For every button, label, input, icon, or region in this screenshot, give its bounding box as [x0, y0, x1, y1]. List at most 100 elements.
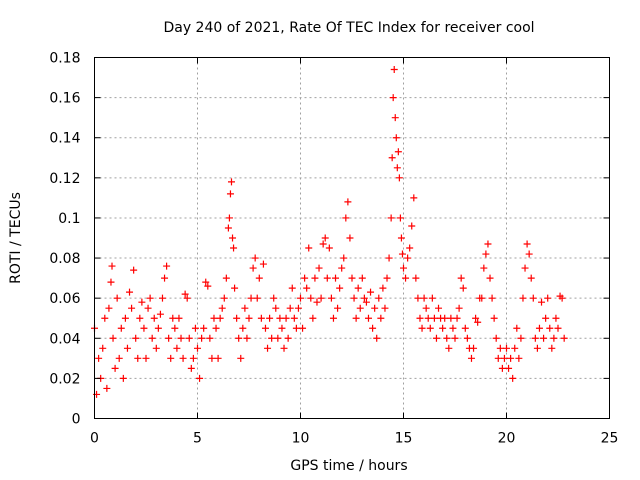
data-point: [257, 314, 265, 322]
data-point: [138, 298, 146, 306]
data-point: [107, 278, 115, 286]
data-point: [319, 240, 327, 248]
data-point: [111, 364, 119, 372]
data-point: [527, 274, 535, 282]
data-point: [233, 314, 241, 322]
data-point: [390, 66, 398, 74]
data-point: [467, 354, 475, 362]
data-point: [443, 334, 451, 342]
data-point: [375, 294, 383, 302]
data-point: [270, 294, 278, 302]
data-point: [323, 274, 331, 282]
data-point: [542, 314, 550, 322]
data-point: [261, 324, 269, 332]
data-point: [173, 344, 181, 352]
data-point: [210, 314, 218, 322]
data-point: [121, 314, 129, 322]
data-point: [362, 298, 370, 306]
data-point: [212, 324, 220, 332]
data-point: [158, 294, 166, 302]
y-tick-label: 0.08: [49, 251, 80, 267]
y-tick-labels: 0 0.02 0.04 0.06 0.08 0.1 0.12 0.14 0.16 0.18: [49, 51, 80, 428]
data-point: [486, 274, 494, 282]
data-point: [177, 334, 185, 342]
data-point: [185, 334, 193, 342]
data-point: [472, 314, 480, 322]
data-point: [515, 354, 523, 362]
data-point: [230, 244, 238, 252]
data-point: [393, 164, 401, 172]
data-point: [408, 222, 416, 230]
data-point: [523, 240, 531, 248]
data-point: [109, 334, 117, 342]
data-point: [255, 274, 263, 282]
data-point: [140, 324, 148, 332]
y-tick-label: 0.18: [49, 51, 80, 67]
data-point: [470, 344, 478, 352]
data-point: [274, 334, 282, 342]
data-point: [517, 334, 525, 342]
data-point: [406, 244, 414, 252]
data-point: [305, 244, 313, 252]
data-point: [548, 344, 556, 352]
data-point: [189, 354, 197, 362]
data-point: [395, 174, 403, 182]
y-tick-label: 0.12: [49, 171, 80, 187]
y-tick-label: 0.16: [49, 91, 80, 107]
data-point: [344, 198, 352, 206]
chart-title: Day 240 of 2021, Rate Of TEC Index for r…: [163, 20, 534, 36]
data-point: [387, 214, 395, 222]
data-point: [123, 344, 131, 352]
data-point: [152, 344, 160, 352]
data-point: [290, 314, 298, 322]
x-axis-title: GPS time / hours: [290, 458, 407, 474]
data-point: [134, 354, 142, 362]
y-tick-label: 0: [72, 412, 81, 428]
data-point: [206, 334, 214, 342]
data-point: [202, 278, 210, 286]
data-point: [507, 354, 515, 362]
data-point: [358, 274, 366, 282]
data-point: [148, 334, 156, 342]
data-point: [410, 194, 418, 202]
data-point: [218, 304, 226, 312]
data-point: [108, 262, 116, 270]
data-point: [167, 354, 175, 362]
data-points-layer: [91, 66, 568, 398]
data-point: [301, 274, 309, 282]
data-point: [554, 324, 562, 332]
data-point: [334, 304, 342, 312]
data-point: [391, 114, 399, 122]
data-point: [521, 264, 529, 272]
data-point: [439, 324, 447, 332]
data-point: [540, 334, 548, 342]
data-point: [484, 240, 492, 248]
data-point: [266, 314, 274, 322]
data-point: [154, 324, 162, 332]
data-point: [200, 324, 208, 332]
data-point: [130, 266, 138, 274]
data-point: [371, 304, 379, 312]
data-point: [412, 274, 420, 282]
data-point: [414, 294, 422, 302]
data-point: [544, 294, 552, 302]
data-point: [531, 334, 539, 342]
data-point: [294, 304, 302, 312]
data-point: [441, 314, 449, 322]
data-point: [367, 288, 375, 296]
data-point: [119, 374, 127, 382]
data-point: [404, 254, 412, 262]
data-point: [251, 254, 259, 262]
data-point: [245, 314, 253, 322]
data-point: [272, 304, 280, 312]
data-point: [529, 294, 537, 302]
data-point: [144, 304, 152, 312]
data-point: [369, 324, 377, 332]
data-point: [237, 354, 245, 362]
data-point: [474, 318, 482, 326]
data-point: [243, 334, 251, 342]
data-point: [156, 310, 164, 318]
data-point: [253, 294, 261, 302]
data-point: [181, 290, 189, 298]
data-point: [451, 334, 459, 342]
